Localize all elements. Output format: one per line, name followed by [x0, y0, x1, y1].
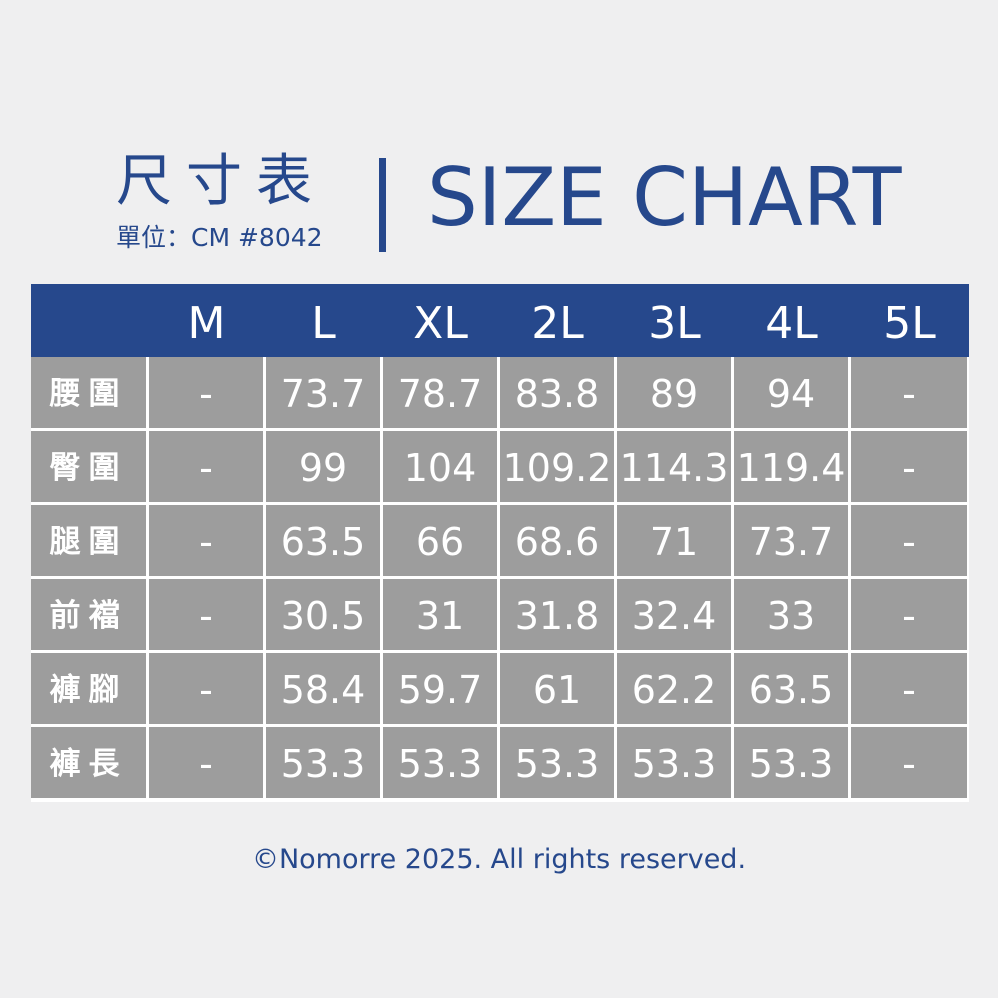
size-table: M L XL 2L 3L 4L 5L 腰圍 - 73.7 78.7 83.8 8…: [31, 284, 969, 802]
copyright-footer: ©Nomorre 2025. All rights reserved.: [251, 844, 747, 875]
table-row: 褲長 - 53.3 53.3 53.3 53.3 53.3 -: [31, 727, 969, 801]
table-header-row: M L XL 2L 3L 4L 5L: [31, 284, 969, 357]
table-cell: -: [851, 431, 967, 502]
header-cell-3l: 3L: [648, 298, 701, 349]
table-cell: 119.4: [734, 431, 848, 502]
table-row: 前襠 - 30.5 31 31.8 32.4 33 -: [31, 579, 969, 653]
table-cell: -: [851, 357, 967, 428]
table-cell: -: [851, 727, 967, 798]
table-cell: -: [851, 505, 967, 576]
table-cell: 73.7: [266, 357, 380, 428]
header-cell-m: M: [187, 298, 226, 349]
table-cell: -: [851, 579, 967, 650]
table-cell: 53.3: [734, 727, 848, 798]
table-cell: 58.4: [266, 653, 380, 724]
table-cell: 66: [383, 505, 497, 576]
table-cell: 114.3: [617, 431, 731, 502]
table-row: 臀圍 - 99 104 109.2 114.3 119.4 -: [31, 431, 969, 505]
chinese-title: 尺寸表: [116, 149, 326, 214]
table-cell: 63.5: [266, 505, 380, 576]
table-cell: -: [149, 357, 263, 428]
table-cell: -: [149, 579, 263, 650]
unit-subtitle: 單位：CM #8042: [116, 223, 323, 252]
table-row: 腿圍 - 63.5 66 68.6 71 73.7 -: [31, 505, 969, 579]
row-label: 腿圍: [31, 505, 146, 576]
table-cell: 73.7: [734, 505, 848, 576]
table-cell: 32.4: [617, 579, 731, 650]
table-cell: 53.3: [617, 727, 731, 798]
table-cell: 99: [266, 431, 380, 502]
table-cell: -: [149, 727, 263, 798]
table-row: 腰圍 - 73.7 78.7 83.8 89 94 -: [31, 357, 969, 431]
table-row: 褲腳 - 58.4 59.7 61 62.2 63.5 -: [31, 653, 969, 727]
row-label: 褲長: [31, 727, 146, 798]
row-label: 腰圍: [31, 357, 146, 428]
table-cell: 83.8: [500, 357, 614, 428]
table-cell: 30.5: [266, 579, 380, 650]
table-cell: 33: [734, 579, 848, 650]
page-header: 尺寸表 單位：CM #8042 SIZE CHART: [0, 0, 998, 270]
table-cell: 68.6: [500, 505, 614, 576]
table-cell: -: [149, 505, 263, 576]
header-cell-xl: XL: [413, 298, 468, 349]
table-cell: 94: [734, 357, 848, 428]
header-cell-2l: 2L: [531, 298, 584, 349]
title-divider: [379, 158, 386, 252]
table-cell: 109.2: [500, 431, 614, 502]
table-cell: 59.7: [383, 653, 497, 724]
table-cell: 53.3: [500, 727, 614, 798]
table-cell: 53.3: [383, 727, 497, 798]
table-cell: -: [149, 431, 263, 502]
table-cell: 31.8: [500, 579, 614, 650]
table-body: 腰圍 - 73.7 78.7 83.8 89 94 - 臀圍 - 99 104 …: [31, 357, 969, 802]
table-cell: 71: [617, 505, 731, 576]
table-cell: 61: [500, 653, 614, 724]
table-cell: -: [149, 653, 263, 724]
table-cell: 78.7: [383, 357, 497, 428]
table-cell: -: [851, 653, 967, 724]
row-label: 前襠: [31, 579, 146, 650]
table-cell: 53.3: [266, 727, 380, 798]
table-cell: 31: [383, 579, 497, 650]
header-cell-4l: 4L: [765, 298, 818, 349]
header-cell-blank: [31, 284, 148, 357]
table-cell: 89: [617, 357, 731, 428]
table-cell: 104: [383, 431, 497, 502]
table-cell: 62.2: [617, 653, 731, 724]
header-cell-l: L: [311, 298, 336, 349]
english-title: SIZE CHART: [427, 151, 902, 244]
table-cell: 63.5: [734, 653, 848, 724]
header-cell-5l: 5L: [883, 298, 936, 349]
row-label: 褲腳: [31, 653, 146, 724]
row-label: 臀圍: [31, 431, 146, 502]
